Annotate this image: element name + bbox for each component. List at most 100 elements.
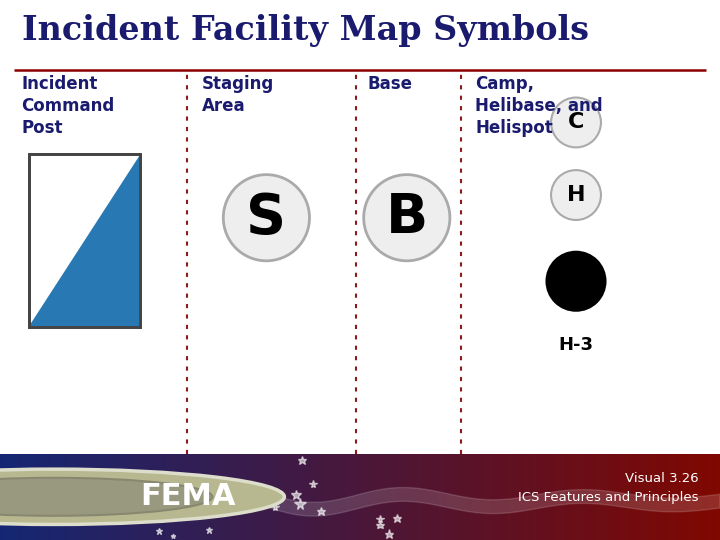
Bar (648, 454, 652, 540)
Bar (583, 454, 587, 540)
Bar (79, 454, 83, 540)
Bar (356, 454, 360, 540)
Text: H: H (567, 185, 585, 205)
Bar (482, 454, 486, 540)
Bar (493, 454, 497, 540)
Bar (450, 454, 454, 540)
Bar (119, 454, 122, 540)
Bar (0, 454, 4, 540)
Bar (508, 454, 511, 540)
Bar (522, 454, 526, 540)
Bar (526, 454, 529, 540)
Bar (533, 454, 536, 540)
Bar (270, 454, 274, 540)
Bar (310, 454, 313, 540)
Bar (187, 454, 191, 540)
Bar (587, 454, 590, 540)
Bar (248, 454, 252, 540)
Ellipse shape (546, 252, 606, 310)
Bar (511, 454, 515, 540)
Polygon shape (29, 154, 140, 327)
Bar (601, 454, 605, 540)
Bar (238, 454, 241, 540)
Bar (641, 454, 644, 540)
Bar (436, 454, 439, 540)
Bar (428, 454, 432, 540)
Bar (659, 454, 662, 540)
Bar (14, 454, 18, 540)
Bar (317, 454, 320, 540)
Bar (205, 454, 209, 540)
Bar (666, 454, 670, 540)
Bar (698, 454, 702, 540)
Bar (241, 454, 245, 540)
Bar (101, 454, 104, 540)
Text: Camp,
Helibase, and
Helispot: Camp, Helibase, and Helispot (475, 75, 603, 137)
Bar (396, 454, 400, 540)
Bar (389, 454, 392, 540)
Bar (572, 454, 576, 540)
Bar (43, 454, 47, 540)
Bar (713, 454, 716, 540)
Bar (608, 454, 612, 540)
Bar (144, 454, 148, 540)
Bar (108, 454, 112, 540)
Bar (137, 454, 140, 540)
Bar (349, 454, 353, 540)
Bar (425, 454, 428, 540)
Bar (544, 454, 547, 540)
Bar (166, 454, 169, 540)
Bar (662, 454, 666, 540)
Bar (212, 454, 216, 540)
Bar (54, 454, 58, 540)
Text: Base: Base (367, 75, 412, 93)
Text: H-3: H-3 (559, 336, 593, 354)
Bar (227, 454, 230, 540)
Bar (320, 454, 324, 540)
Bar (176, 454, 180, 540)
Text: Visual 3.26
ICS Features and Principles: Visual 3.26 ICS Features and Principles (518, 472, 698, 504)
Bar (72, 454, 76, 540)
Bar (173, 454, 176, 540)
Bar (644, 454, 648, 540)
Bar (364, 454, 367, 540)
Bar (439, 454, 443, 540)
Bar (464, 454, 468, 540)
Bar (702, 454, 706, 540)
Bar (684, 454, 688, 540)
Bar (569, 454, 572, 540)
Bar (562, 454, 565, 540)
Bar (94, 454, 97, 540)
Bar (630, 454, 634, 540)
Bar (256, 454, 259, 540)
Bar (619, 454, 623, 540)
Bar (374, 454, 378, 540)
Bar (392, 454, 396, 540)
Bar (306, 454, 310, 540)
Bar (515, 454, 518, 540)
Bar (140, 454, 144, 540)
Bar (299, 454, 302, 540)
Text: Incident
Command
Post: Incident Command Post (22, 75, 115, 137)
Ellipse shape (223, 174, 310, 261)
Bar (58, 454, 61, 540)
Bar (623, 454, 626, 540)
Bar (216, 454, 220, 540)
Bar (472, 454, 475, 540)
Bar (29, 154, 140, 327)
Bar (616, 454, 619, 540)
Bar (551, 454, 554, 540)
Bar (706, 454, 709, 540)
Bar (180, 454, 184, 540)
Bar (490, 454, 493, 540)
Bar (497, 454, 500, 540)
Bar (11, 454, 14, 540)
Bar (47, 454, 50, 540)
Bar (695, 454, 698, 540)
Ellipse shape (364, 174, 450, 261)
Bar (281, 454, 284, 540)
Bar (554, 454, 558, 540)
Bar (288, 454, 292, 540)
Bar (234, 454, 238, 540)
Bar (421, 454, 425, 540)
